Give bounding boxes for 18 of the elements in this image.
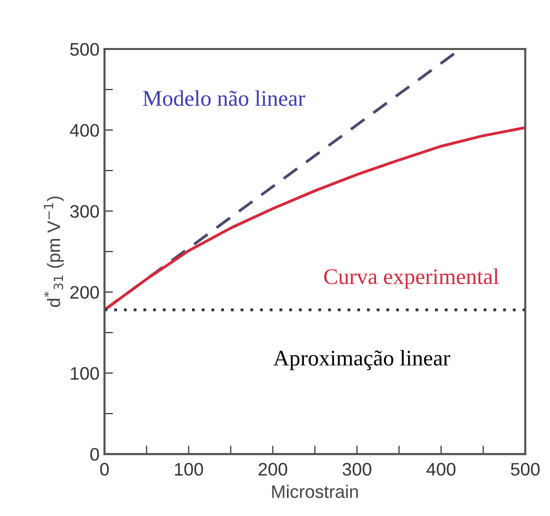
x-axis-title: Microstrain [272, 484, 358, 498]
line-series [104, 126, 526, 312]
y-tick-label: 100 [70, 367, 99, 380]
y-tick-label: 500 [70, 42, 99, 56]
x-tick-label: 100 [174, 462, 204, 476]
text: Curva experimental [324, 268, 499, 289]
ref-line-label: Aproximação linear [273, 350, 450, 370]
x-tick-label: 400 [426, 462, 456, 476]
x-tick-label: 200 [258, 462, 288, 476]
x-tick-label: 300 [342, 462, 372, 476]
y-tick-label: 200 [70, 286, 99, 299]
y-tick-label: 0 [90, 448, 99, 461]
x-tick-label: 0 [100, 462, 109, 476]
text: Modelo não linear [143, 90, 306, 106]
y-tick-label: 400 [70, 124, 99, 137]
x-tick-label: 500 [510, 462, 540, 476]
y-axis-title: d$^{*}$$_{31}$ (pm V$^{−1}$) [44, 196, 64, 307]
y-tick-label: 300 [70, 204, 99, 218]
